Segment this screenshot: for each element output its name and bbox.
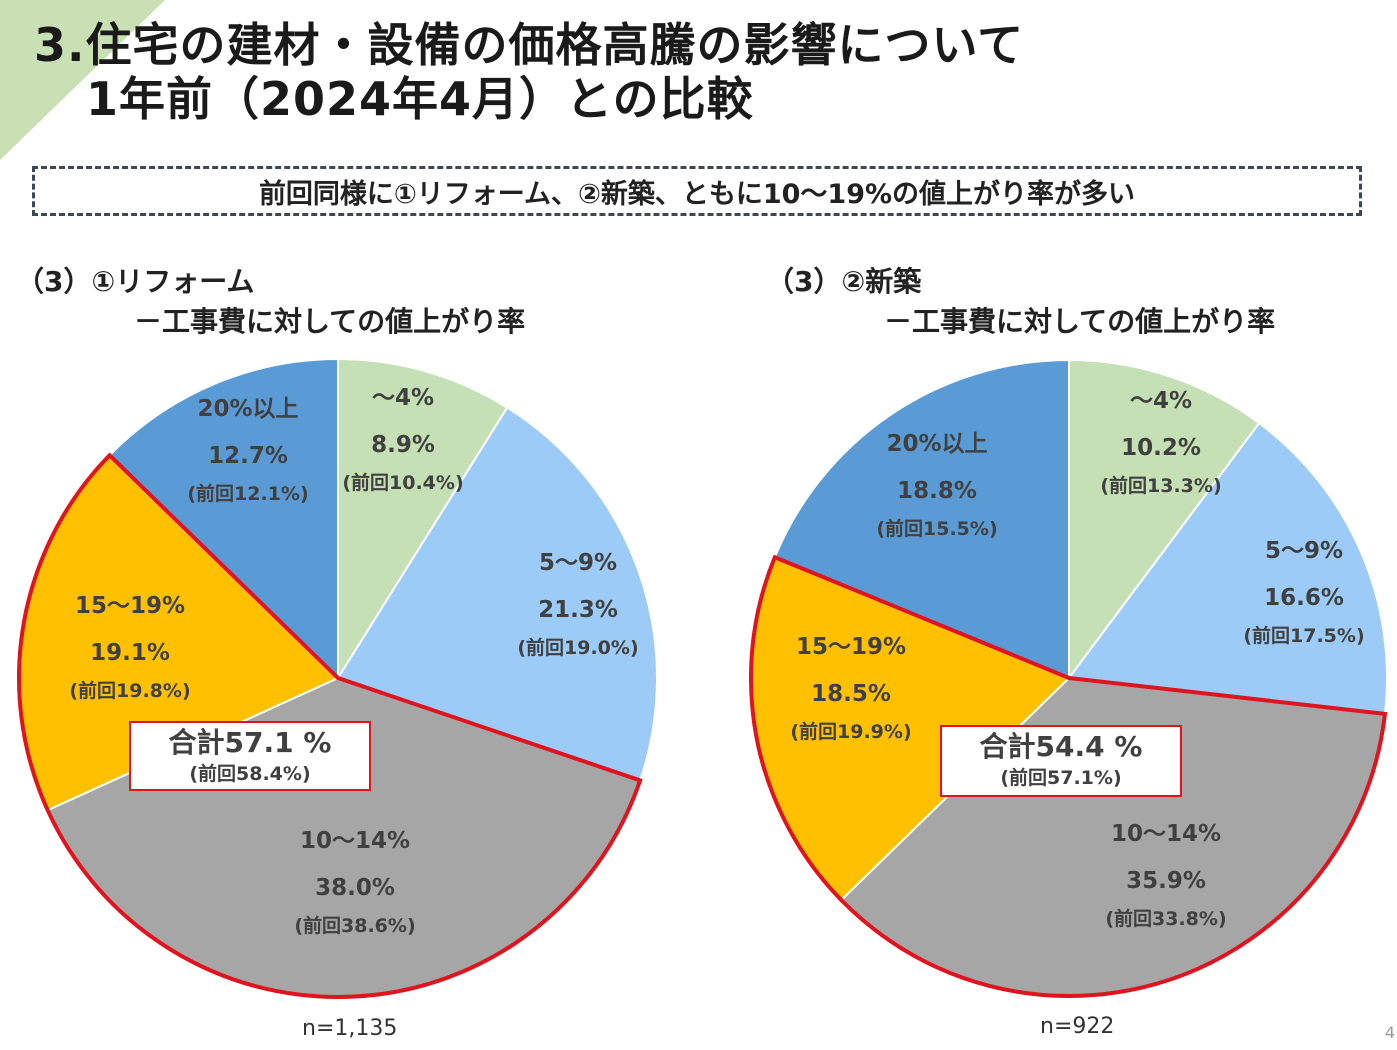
slice-previous-label: (前回15.5%) xyxy=(876,517,997,540)
pie-slice-reform-5-9 xyxy=(336,406,658,782)
total-value: 合計57.1 % xyxy=(169,726,332,759)
summary-text: 前回同様に①リフォーム、②新築、ともに10～19%の値上がり率が多い xyxy=(258,178,1136,210)
slice-value-label: 35.9% xyxy=(1126,868,1206,894)
slice-label-reform-20-plus: 20%以上 12.7% (前回12.1%) xyxy=(187,396,308,505)
title-line-2: 1年前（2024年4月）との比較 xyxy=(86,72,754,126)
slice-label-new-20-plus: 20%以上 18.8% (前回15.5%) xyxy=(876,431,997,540)
slice-category-label: 20%以上 xyxy=(886,431,987,457)
slice-value-label: 19.1% xyxy=(90,640,170,666)
slice-category-label: ～4% xyxy=(1130,388,1192,414)
title-line-1: 3.住宅の建材・設備の価格高騰の影響について xyxy=(34,18,1025,72)
total-box-frame xyxy=(129,721,371,791)
sample-size-new: n=922 xyxy=(1040,1014,1115,1039)
total-box-reform: 合計57.1 % (前回58.4%) xyxy=(129,721,371,791)
slice-category-label: 15～19% xyxy=(796,634,906,660)
slice-label-reform-15-19: 15～19% 19.1% (前回19.8%) xyxy=(69,593,190,702)
chart-heading-reform: （3）①リフォーム －工事費に対しての値上がり率 xyxy=(16,262,525,342)
slice-category-label: 5～9% xyxy=(1265,538,1343,564)
slice-previous-label: (前回12.1%) xyxy=(187,482,308,505)
slice-label-new-5-9: 5～9% 16.6% (前回17.5%) xyxy=(1243,538,1364,647)
pie-slice-new-20-plus xyxy=(773,358,1070,680)
slice-previous-label: (前回17.5%) xyxy=(1243,624,1364,647)
slice-previous-label: (前回19.0%) xyxy=(517,636,638,659)
slice-previous-label: (前回19.9%) xyxy=(790,720,911,743)
highlight-outline-new xyxy=(749,554,1388,998)
slice-value-label: 21.3% xyxy=(538,597,618,623)
pie-slice-new-0-4 xyxy=(1068,358,1261,682)
slice-label-new-0-4: ～4% 10.2% (前回13.3%) xyxy=(1100,388,1221,497)
slice-value-label: 16.6% xyxy=(1264,585,1344,611)
slice-label-reform-10-14: 10～14% 38.0% (前回38.6%) xyxy=(294,828,415,937)
slice-label-new-15-19: 15～19% 18.5% (前回19.9%) xyxy=(790,634,911,743)
total-box-frame xyxy=(940,725,1182,797)
total-value: 合計54.4 % xyxy=(980,730,1143,763)
slice-value-label: 18.5% xyxy=(811,681,891,707)
slice-value-label: 12.7% xyxy=(208,443,288,469)
pie-slice-reform-0-4 xyxy=(337,357,509,682)
slice-category-label: 20%以上 xyxy=(197,396,298,422)
slice-previous-label: (前回19.8%) xyxy=(69,679,190,702)
slice-category-label: ～4% xyxy=(372,385,434,411)
total-previous: (前回57.1%) xyxy=(1000,766,1121,789)
slice-value-label: 18.8% xyxy=(897,478,977,504)
slice-value-label: 38.0% xyxy=(315,875,395,901)
slice-previous-label: (前回33.8%) xyxy=(1105,907,1226,930)
total-box-new: 合計54.4 % (前回57.1%) xyxy=(940,725,1182,797)
chart-title-reform: （3）①リフォーム xyxy=(16,265,255,298)
summary-box: 前回同様に①リフォーム、②新築、ともに10～19%の値上がり率が多い xyxy=(32,166,1362,216)
chart-subtitle-reform: －工事費に対しての値上がり率 xyxy=(134,305,526,338)
slice-label-new-10-14: 10～14% 35.9% (前回33.8%) xyxy=(1105,821,1226,930)
sample-size-reform: n=1,135 xyxy=(302,1016,398,1041)
slice-value-label: 8.9% xyxy=(371,432,435,458)
slice-label-reform-5-9: 5～9% 21.3% (前回19.0%) xyxy=(517,550,638,659)
slice-value-label: 10.2% xyxy=(1121,435,1201,461)
slice-category-label: 15～19% xyxy=(75,593,185,619)
chart-title-new: （3）②新築 xyxy=(766,265,922,298)
slice-category-label: 5～9% xyxy=(539,550,617,576)
total-previous: (前回58.4%) xyxy=(189,762,310,785)
slice-category-label: 10～14% xyxy=(300,828,410,854)
pie-slice-new-5-9 xyxy=(1067,421,1388,715)
slice-previous-label: (前回10.4%) xyxy=(342,471,463,494)
slice-previous-label: (前回38.6%) xyxy=(294,914,415,937)
highlight-outline-reform xyxy=(17,452,643,999)
slice-label-reform-0-4: ～4% 8.9% (前回10.4%) xyxy=(342,385,463,494)
slice-category-label: 10～14% xyxy=(1111,821,1221,847)
corner-decoration xyxy=(0,0,165,160)
pie-new xyxy=(750,358,1388,997)
chart-subtitle-new: －工事費に対しての値上がり率 xyxy=(884,305,1276,338)
page-title: 3.住宅の建材・設備の価格高騰の影響について 1年前（2024年4月）との比較 xyxy=(34,18,1024,126)
page-number: 4 xyxy=(1384,1023,1395,1042)
slice-previous-label: (前回13.3%) xyxy=(1100,474,1221,497)
pie-slice-reform-20-plus xyxy=(108,357,339,681)
chart-heading-new: （3）②新築 －工事費に対しての値上がり率 xyxy=(766,262,1275,342)
